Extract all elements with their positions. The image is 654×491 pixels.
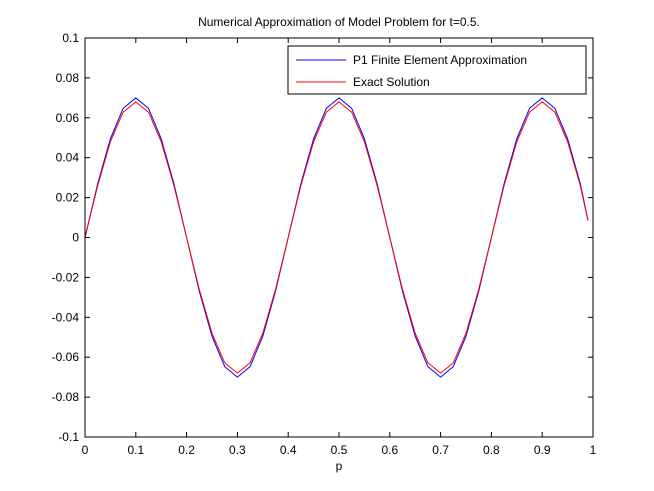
y-tick-label: 0 [72, 231, 79, 245]
x-tick-label: 0.3 [229, 443, 246, 457]
series-line-fe-approximation [84, 97, 589, 378]
y-tick-label: -0.04 [52, 310, 80, 324]
ticks-layer: 0 0.1 0.2 0.3 0.4 0.5 0.6 0.7 0.8 0.9 1 -0.1 -0.08 -0… [52, 31, 597, 457]
series-layer [84, 97, 589, 378]
x-tick-label: 0.9 [534, 443, 551, 457]
x-tick-label: 0.2 [178, 443, 195, 457]
x-tick-label: 0.4 [280, 443, 297, 457]
y-tick-label: 0.02 [56, 191, 80, 205]
x-axis-label: p [336, 459, 343, 473]
legend-label-fe: P1 Finite Element Approximation [353, 53, 527, 67]
x-tick-label: 0.7 [432, 443, 449, 457]
y-tick-label: 0.06 [56, 111, 80, 125]
x-tick-label: 0.5 [331, 443, 348, 457]
x-tick-label: 0.8 [483, 443, 500, 457]
chart-title: Numerical Approximation of Model Problem… [198, 15, 480, 29]
y-tick-label: -0.1 [58, 430, 79, 444]
y-tick-label: 0.04 [56, 151, 80, 165]
x-tick-label: 0.6 [381, 443, 398, 457]
series-line-exact-solution [84, 101, 589, 374]
x-tick-label: 0.1 [127, 443, 144, 457]
legend-box [287, 45, 587, 95]
y-tick-label: 0.08 [56, 71, 80, 85]
plot-frame [84, 37, 594, 438]
x-tick-label: 1 [590, 443, 597, 457]
plot-area [85, 38, 593, 437]
y-tick-label: 0.1 [62, 31, 79, 45]
y-tick-label: -0.06 [52, 350, 80, 364]
y-tick-label: -0.08 [52, 390, 80, 404]
legend-label-exact: Exact Solution [353, 75, 430, 89]
x-tick-label: 0 [82, 443, 89, 457]
y-tick-label: -0.02 [52, 270, 80, 284]
legend: P1 Finite Element Approximation Exact So… [287, 45, 587, 95]
